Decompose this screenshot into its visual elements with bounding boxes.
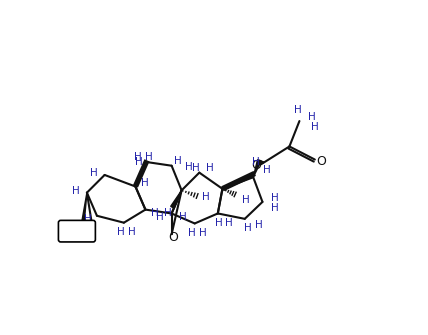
Text: H: H (164, 208, 172, 218)
Text: H: H (141, 179, 149, 188)
Text: H: H (145, 152, 152, 162)
Polygon shape (253, 160, 261, 177)
Text: O: O (168, 231, 178, 244)
Text: O: O (316, 154, 326, 168)
Text: H: H (178, 211, 186, 221)
Text: H: H (215, 218, 223, 228)
Text: H: H (72, 186, 80, 196)
Text: H: H (253, 157, 260, 167)
Polygon shape (79, 193, 87, 239)
Text: H: H (271, 193, 279, 203)
Text: H: H (156, 211, 164, 221)
Text: H: H (294, 105, 302, 115)
Text: H: H (244, 223, 252, 233)
Text: H: H (202, 192, 210, 202)
Text: H: H (134, 152, 142, 162)
Text: H: H (308, 112, 315, 122)
Text: H: H (84, 214, 92, 224)
Text: H: H (271, 203, 279, 213)
Text: H: H (128, 227, 135, 237)
Text: H: H (255, 220, 262, 230)
Text: H: H (117, 227, 125, 237)
Text: H: H (199, 228, 206, 238)
Polygon shape (259, 160, 264, 165)
Text: H: H (263, 164, 271, 175)
Text: H: H (206, 163, 214, 173)
Text: AcO: AcO (66, 226, 88, 236)
FancyBboxPatch shape (58, 220, 95, 242)
Text: H: H (311, 122, 319, 132)
Text: H: H (90, 169, 98, 179)
Text: H: H (135, 157, 143, 167)
Text: H: H (192, 163, 200, 173)
Polygon shape (171, 190, 181, 208)
Text: H: H (151, 208, 158, 218)
Text: H: H (242, 195, 250, 205)
Text: H: H (184, 162, 193, 172)
Text: O: O (251, 159, 261, 172)
Text: H: H (174, 156, 181, 166)
Text: H: H (225, 218, 232, 228)
Text: H: H (188, 228, 196, 238)
